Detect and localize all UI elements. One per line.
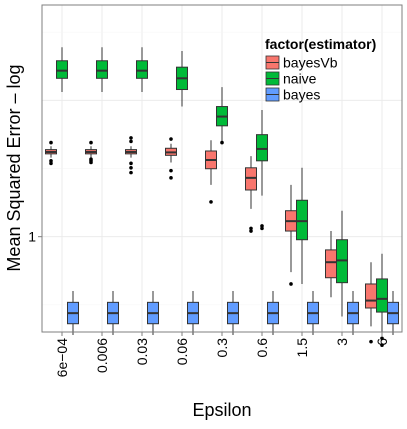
- legend-item-naive: naive: [265, 71, 317, 87]
- box-iqr: [376, 278, 388, 313]
- outlier-point: [380, 336, 384, 341]
- box-layer: [45, 47, 399, 348]
- legend-item-bayes: bayes: [265, 87, 320, 103]
- x-tick-label: 0.03: [134, 338, 150, 365]
- box-bayes-2: [147, 290, 159, 336]
- outlier-point: [89, 157, 93, 161]
- outlier-point: [169, 137, 173, 141]
- outlier-point: [49, 140, 53, 145]
- y-axis-ticks: 1: [28, 229, 42, 245]
- box-naive-2: [136, 47, 148, 93]
- outlier-point: [169, 168, 173, 173]
- outlier-point: [220, 140, 224, 145]
- y-tick-label: 1: [28, 229, 36, 245]
- box-iqr: [296, 199, 308, 241]
- x-tick-label: 0.6: [254, 338, 270, 358]
- box-iqr: [245, 167, 257, 191]
- box-bayesVb-1: [85, 140, 97, 165]
- outlier-point: [89, 140, 93, 145]
- box-bayes-1: [107, 290, 119, 336]
- box-naive-3: [176, 50, 188, 107]
- x-tick-label: 6: [374, 338, 390, 346]
- box-bayesVb-5: [245, 156, 257, 233]
- outlier-point: [249, 229, 253, 233]
- legend-label: bayesVb: [283, 55, 338, 71]
- outlier-point: [260, 226, 264, 231]
- box-iqr: [325, 249, 337, 279]
- legend-label: naive: [283, 71, 317, 87]
- x-tick-label: 1.5: [294, 338, 310, 358]
- box-bayesVb-3: [165, 137, 177, 180]
- box-bayesVb-4: [205, 140, 217, 204]
- legend-item-bayesVb: bayesVb: [265, 55, 338, 71]
- outlier-point: [129, 170, 133, 175]
- box-iqr: [136, 60, 148, 79]
- y-axis-label: Mean Squared Error – log: [4, 64, 24, 271]
- box-bayes-7: [347, 290, 359, 336]
- box-naive-8: [376, 253, 388, 348]
- box-bayes-3: [187, 290, 199, 336]
- legend-label: bayes: [283, 87, 320, 103]
- box-iqr: [56, 60, 68, 79]
- x-tick-label: 0.06: [174, 338, 190, 365]
- outlier-point: [289, 282, 293, 286]
- x-axis-label: Epsilon: [192, 400, 251, 420]
- outlier-point: [49, 161, 53, 166]
- box-iqr: [256, 134, 268, 162]
- box-naive-1: [96, 47, 108, 93]
- outlier-point: [129, 165, 133, 170]
- box-bayesVb-8: [365, 262, 377, 344]
- legend-title: factor(estimator): [265, 36, 376, 52]
- outlier-point: [249, 226, 253, 231]
- box-bayesVb-7: [325, 231, 337, 298]
- box-iqr: [365, 283, 377, 309]
- outlier-point: [380, 343, 384, 348]
- outlier-point: [209, 200, 213, 204]
- box-naive-4: [216, 87, 228, 145]
- outlier-point: [129, 139, 133, 144]
- outlier-point: [49, 159, 53, 163]
- box-naive-6: [296, 167, 308, 284]
- box-bayesVb-6: [285, 184, 297, 286]
- box-bayes-0: [67, 290, 79, 336]
- x-tick-label: 6e−04: [54, 338, 70, 378]
- box-bayesVb-2: [125, 136, 137, 175]
- box-bayes-4: [227, 290, 239, 336]
- box-bayes-6: [307, 290, 319, 336]
- box-bayes-5: [267, 290, 279, 336]
- x-axis-ticks: 6e−04 0.006 0.03 0.06 0.3 0.6 1.5 3 6: [54, 332, 390, 377]
- box-naive-5: [256, 109, 268, 231]
- outlier-point: [369, 339, 373, 344]
- outlier-point: [129, 161, 133, 166]
- outlier-point: [260, 224, 264, 228]
- box-bayesVb-0: [45, 140, 57, 166]
- box-naive-0: [56, 47, 68, 93]
- x-tick-label: 0.006: [94, 338, 110, 373]
- x-tick-label: 3: [334, 338, 350, 346]
- outlier-point: [169, 176, 173, 180]
- x-tick-label: 0.3: [214, 338, 230, 358]
- box-bayes-8: [387, 290, 399, 336]
- box-naive-7: [336, 210, 348, 317]
- outlier-point: [129, 136, 133, 140]
- box-iqr: [96, 60, 108, 79]
